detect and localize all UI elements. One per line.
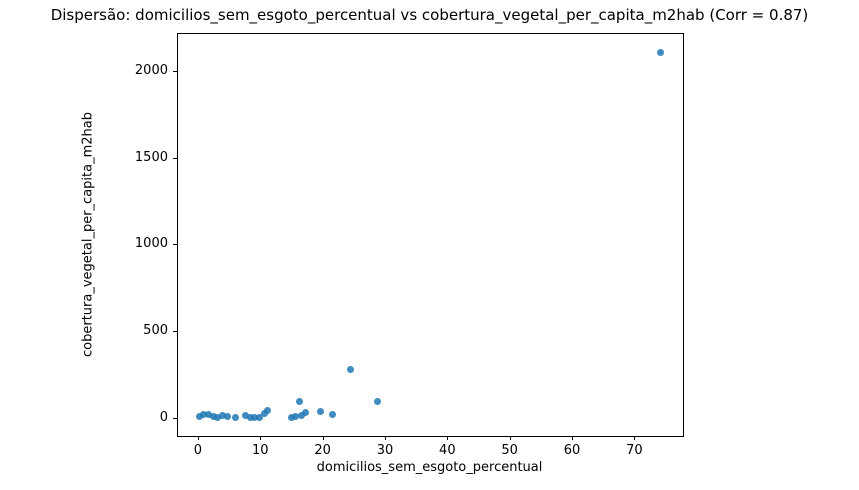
data-point xyxy=(210,412,218,420)
x-axis-label: domicilios_sem_esgoto_percentual xyxy=(316,460,543,475)
y-tick-label: 0 xyxy=(159,409,168,425)
data-point xyxy=(251,414,259,422)
data-point xyxy=(329,410,337,418)
x-tick-mark xyxy=(634,436,636,440)
data-point xyxy=(297,412,305,420)
x-tick-mark xyxy=(509,436,511,440)
x-tick-label: 0 xyxy=(193,443,203,458)
x-tick-mark xyxy=(447,436,449,440)
x-tick-mark xyxy=(384,436,386,440)
data-point xyxy=(301,409,309,417)
y-tick-mark xyxy=(173,331,177,333)
y-tick-label: 1000 xyxy=(134,236,168,252)
data-point xyxy=(214,413,222,421)
x-tick-mark xyxy=(322,436,324,440)
data-point xyxy=(296,397,304,405)
data-point xyxy=(196,413,204,421)
data-point xyxy=(346,365,354,373)
data-point xyxy=(291,413,299,421)
data-point xyxy=(255,413,263,421)
x-tick-label: 50 xyxy=(501,443,518,458)
x-tick-mark xyxy=(260,436,262,440)
data-point xyxy=(374,397,381,405)
x-tick-label: 10 xyxy=(252,443,269,458)
chart-title: Dispersão: domicilios_sem_esgoto_percent… xyxy=(50,6,809,24)
data-point xyxy=(264,407,272,415)
y-tick-mark xyxy=(173,70,177,72)
y-tick-mark xyxy=(173,417,177,419)
data-point xyxy=(242,411,250,419)
data-point xyxy=(223,413,231,421)
x-tick-mark xyxy=(197,436,199,440)
x-tick-mark xyxy=(572,436,574,440)
x-tick-label: 20 xyxy=(314,443,331,458)
data-point xyxy=(219,411,227,419)
data-point xyxy=(316,408,324,416)
x-tick-label: 70 xyxy=(626,443,643,458)
y-axis-label: cobertura_vegetal_per_capita_m2hab xyxy=(80,112,96,357)
data-point xyxy=(232,414,240,422)
y-tick-mark xyxy=(173,157,177,159)
data-point xyxy=(200,411,208,419)
data-point xyxy=(657,49,665,57)
data-point xyxy=(246,414,254,422)
x-tick-label: 60 xyxy=(563,443,581,458)
data-point xyxy=(205,410,213,418)
x-tick-label: 30 xyxy=(376,443,394,458)
y-tick-mark xyxy=(173,244,177,246)
y-tick-label: 500 xyxy=(143,323,168,339)
plot-area: 0 10 20 30 40 50 60 70 0 500 1000 1500 2000 xyxy=(135,33,684,458)
y-tick-label: 1500 xyxy=(134,149,168,165)
data-point xyxy=(260,409,268,417)
x-tick-label: 40 xyxy=(439,443,456,458)
y-tick-label: 2000 xyxy=(134,62,168,78)
data-point xyxy=(287,413,295,421)
